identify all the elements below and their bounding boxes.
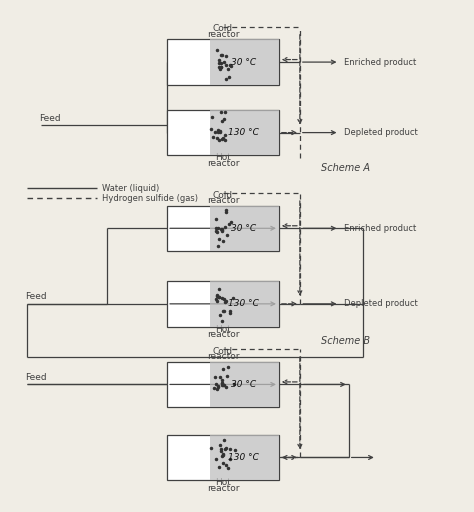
Text: 130 °C: 130 °C [228,453,259,462]
Bar [167,362,279,407]
Text: Cold: Cold [213,190,233,200]
Text: Depleted product: Depleted product [344,128,418,137]
Text: Hot: Hot [215,478,231,487]
Bar [210,206,279,251]
Text: reactor: reactor [207,484,239,493]
Text: Scheme A: Scheme A [321,163,370,174]
Text: reactor: reactor [207,352,239,361]
Text: reactor: reactor [207,196,239,205]
Text: Enriched product: Enriched product [344,57,416,67]
Text: Cold: Cold [213,347,233,356]
Bar [167,281,279,327]
Text: Cold: Cold [213,25,233,33]
Text: 130 °C: 130 °C [228,128,259,137]
Bar [167,110,279,155]
Bar [210,110,279,155]
Text: 30 °C: 30 °C [230,224,255,233]
Text: Hot: Hot [215,325,231,333]
Text: 130 °C: 130 °C [228,300,259,308]
Text: Feed: Feed [39,114,61,122]
Bar [210,435,279,480]
Text: Enriched product: Enriched product [344,224,416,233]
Text: Water (liquid): Water (liquid) [102,183,159,193]
Text: 30 °C: 30 °C [230,380,255,389]
Text: Feed: Feed [25,292,47,302]
Text: reactor: reactor [207,159,239,168]
Text: Hot: Hot [215,153,231,162]
Bar [167,435,279,480]
Text: reactor: reactor [207,330,239,339]
Text: Hydrogen sulfide (gas): Hydrogen sulfide (gas) [102,194,198,203]
Bar [210,281,279,327]
Text: 30 °C: 30 °C [230,57,255,67]
Bar [167,39,279,85]
Bar [210,362,279,407]
Text: reactor: reactor [207,30,239,39]
Text: Feed: Feed [25,373,47,382]
Text: Scheme B: Scheme B [321,336,370,346]
Text: Depleted product: Depleted product [344,300,418,308]
Bar [167,206,279,251]
Bar [210,39,279,85]
